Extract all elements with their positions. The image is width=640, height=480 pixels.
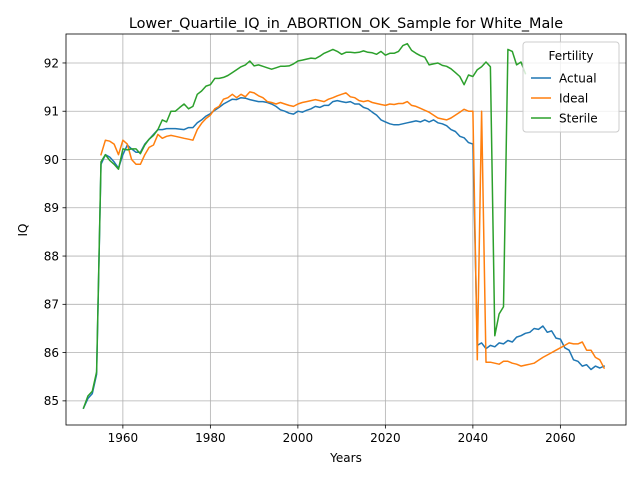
series-line-ideal [100,91,606,370]
y-axis-label: IQ [16,224,30,237]
legend-box [522,41,620,133]
y-tick-label: 87 [44,298,59,312]
y-tick-label: 86 [44,346,59,360]
y-tick-label: 91 [44,105,59,119]
x-tick-label: 2060 [545,431,576,445]
series-line-actual [82,96,606,410]
legend-label-ideal: Ideal [559,91,588,105]
legend-title: Fertility [548,49,593,63]
y-tick-label: 92 [44,56,59,70]
x-tick-label: 1960 [108,431,139,445]
x-axis-ticks: 1960 1980 2000 2020 2040 2060 [108,425,576,445]
y-tick-label: 85 [44,394,59,408]
plot-frame [65,33,627,426]
y-tick-label: 88 [44,249,59,263]
x-tick-label: 2020 [370,431,401,445]
series-line-sterile [82,42,527,410]
legend: Fertility Actual Ideal Sterile [522,41,620,133]
y-tick-label: 89 [44,201,59,215]
legend-label-sterile: Sterile [559,111,598,125]
x-tick-label: 1980 [195,431,226,445]
x-tick-label: 2040 [458,431,489,445]
y-axis-ticks: 85 86 87 88 89 90 91 92 [44,56,66,408]
y-tick-label: 90 [44,153,59,167]
chart-title: Lower_Quartile_IQ_in_ABORTION_OK_Sample … [129,16,563,32]
x-axis-label: Years [329,451,362,465]
legend-label-actual: Actual [559,71,597,85]
x-tick-label: 2000 [283,431,314,445]
series-layer [82,42,606,410]
grid-lines [66,34,626,425]
